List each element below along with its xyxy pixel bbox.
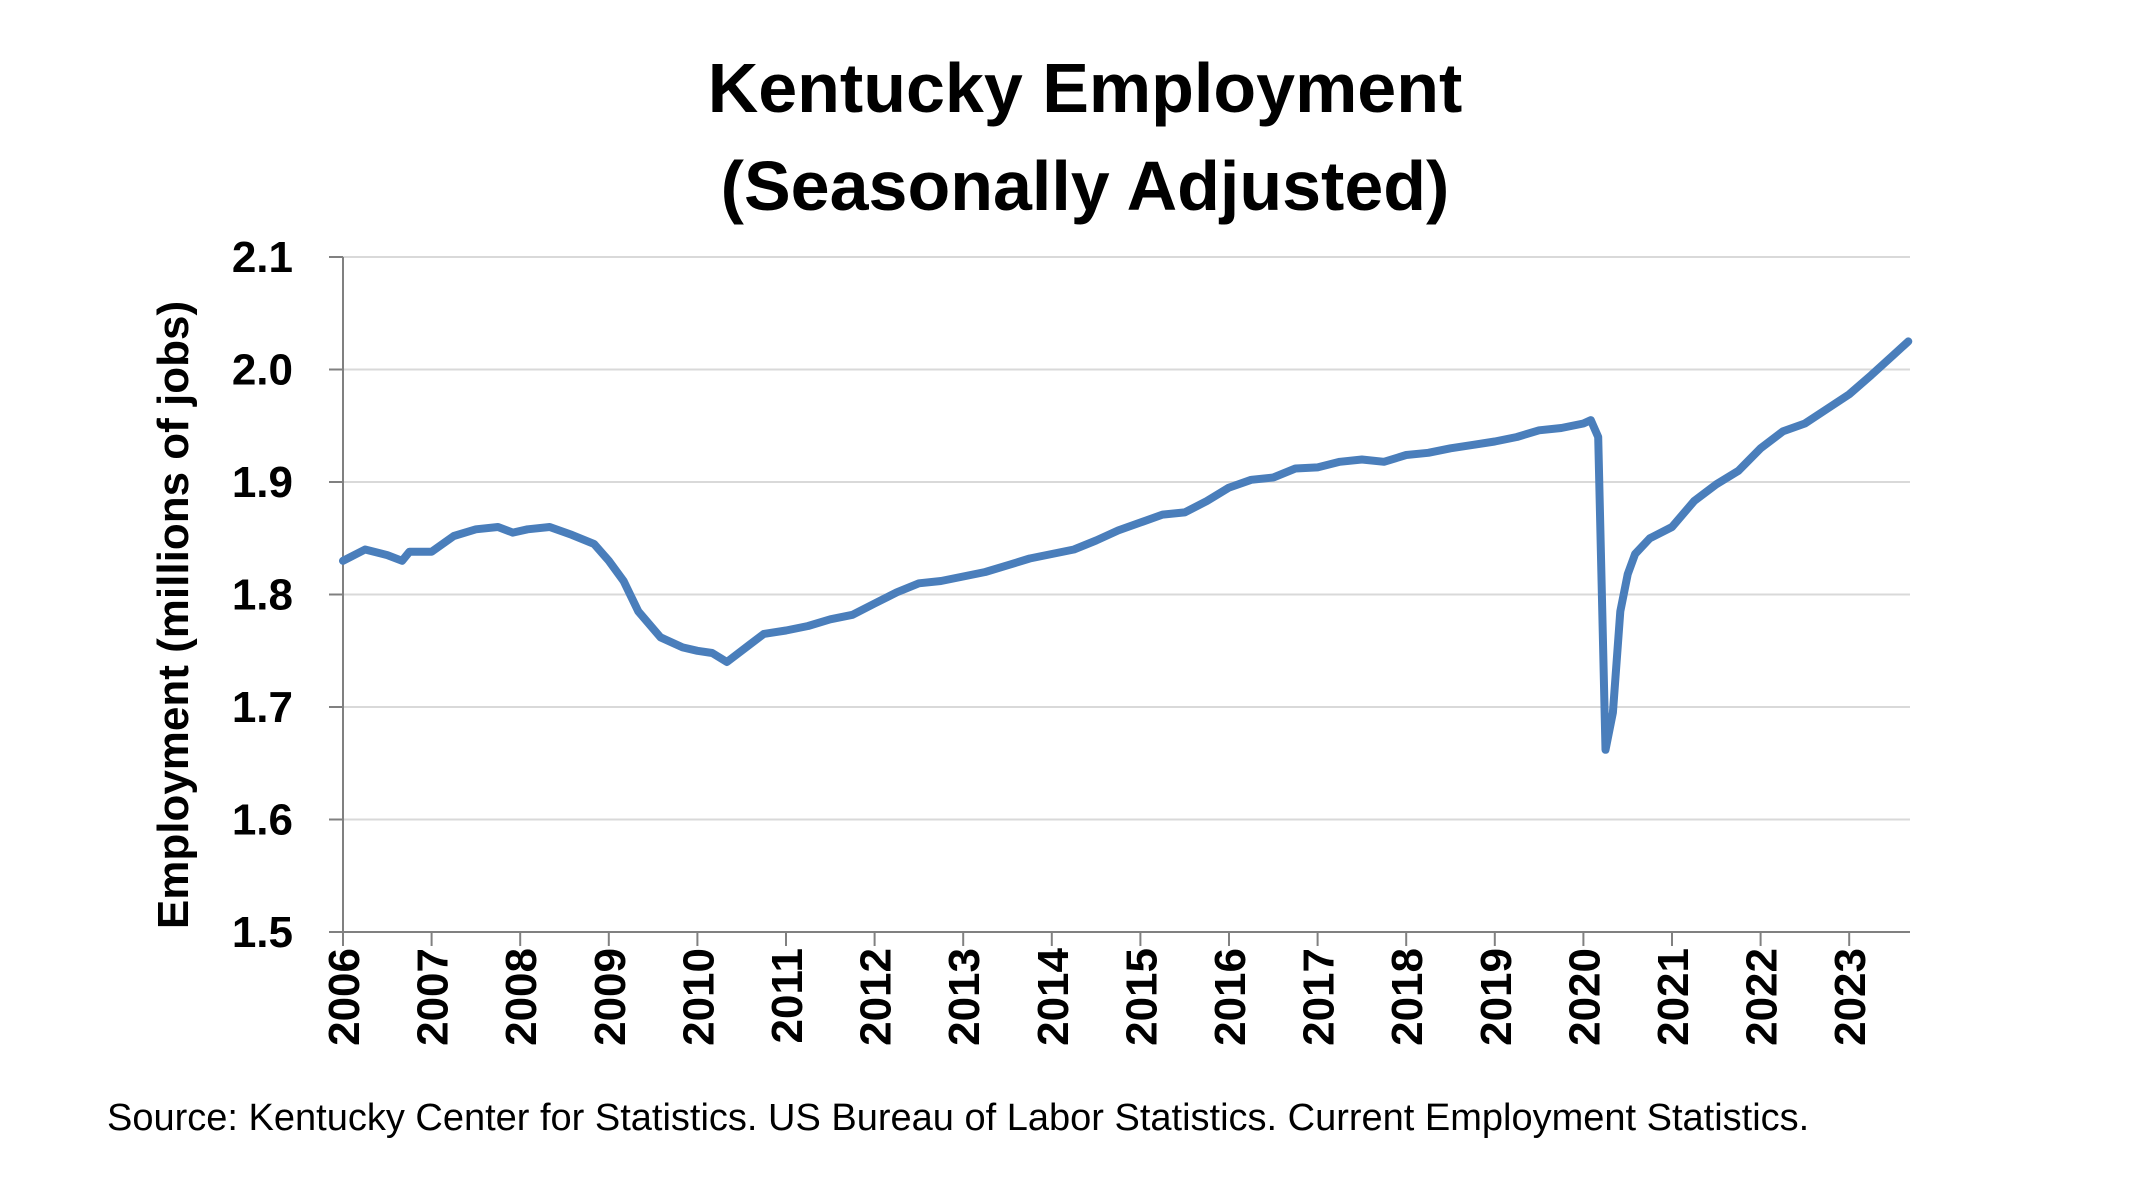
- x-tick-label: 2009: [586, 948, 635, 1046]
- data-series: [339, 337, 1913, 754]
- x-tick-label: 2008: [497, 948, 546, 1046]
- x-tick-label: 2011: [763, 948, 812, 1043]
- x-tick-label: 2007: [409, 948, 458, 1046]
- y-axis-tick-labels: 1.5 1.6 1.7 1.8 1.9 2.0 2.1: [232, 233, 293, 957]
- x-tick-label: 2016: [1206, 948, 1255, 1046]
- x-tick-label: 2022: [1738, 948, 1787, 1046]
- y-tick-label: 1.9: [232, 458, 293, 507]
- chart-title: Kentucky Employment (Seasonally Adjusted): [708, 49, 1463, 225]
- y-tick-label: 1.5: [232, 908, 293, 957]
- chart-title-line-1: Kentucky Employment: [708, 49, 1463, 127]
- series-line-1: [339, 337, 1913, 754]
- y-tick-label: 2.0: [232, 346, 293, 395]
- x-tick-label: 2023: [1826, 948, 1875, 1046]
- y-tick-label: 1.6: [232, 796, 293, 845]
- y-tick-label: 1.8: [232, 571, 293, 620]
- x-tick-label: 2012: [852, 948, 901, 1046]
- x-tick-label: 2006: [320, 948, 369, 1046]
- axes: [342, 257, 1910, 946]
- x-axis-tick-labels: 2006 2007 2008 2009 2010 2011 2012 2013 2014 2015…: [320, 947, 1875, 1045]
- x-tick-label: 2019: [1472, 948, 1521, 1046]
- x-tick-label: 2014: [1029, 947, 1078, 1045]
- source-note: Source: Kentucky Center for Statistics. …: [107, 1097, 1810, 1139]
- y-tick-label: 1.7: [232, 683, 293, 732]
- x-tick-label: 2013: [940, 948, 989, 1046]
- y-tick-label: 2.1: [232, 233, 293, 282]
- x-tick-label: 2015: [1117, 948, 1166, 1046]
- x-tick-label: 2020: [1560, 948, 1609, 1046]
- chart-title-line-2: (Seasonally Adjusted): [721, 147, 1450, 225]
- x-tick-label: 2010: [674, 948, 723, 1046]
- x-tick-label: 2021: [1649, 948, 1698, 1046]
- x-tick-label: 2018: [1383, 948, 1432, 1046]
- gridlines: [329, 256, 1910, 933]
- x-tick-label: 2017: [1295, 948, 1344, 1046]
- y-axis-label: Employment (millions of jobs): [149, 301, 198, 929]
